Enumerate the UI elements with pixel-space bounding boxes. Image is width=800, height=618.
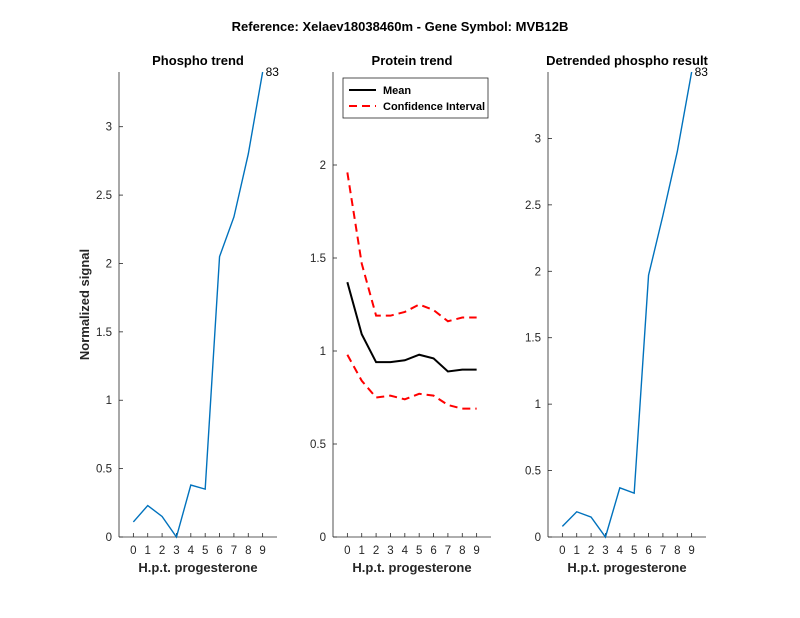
x-tick-label: 0 — [344, 545, 350, 557]
y-tick-label: 0 — [535, 532, 541, 544]
ci-lower-line — [346, 354, 477, 410]
chart-title: Detrended phospho result — [546, 53, 708, 68]
series-line — [132, 71, 264, 539]
mean-line — [346, 281, 477, 373]
x-axis-label: H.p.t. progesterone — [352, 560, 471, 575]
chart-title: Protein trend — [372, 53, 453, 68]
x-tick-label: 6 — [216, 545, 222, 557]
y-tick-label: 1 — [535, 399, 541, 411]
y-tick-label: 2 — [106, 258, 112, 270]
y-tick-label: 1.5 — [96, 327, 112, 339]
x-tick-label: 2 — [373, 545, 379, 557]
point-annotation: 83 — [266, 65, 280, 79]
x-tick-label: 3 — [602, 545, 608, 557]
y-tick-label: 2.5 — [96, 190, 112, 202]
x-tick-label: 8 — [674, 545, 680, 557]
y-tick-label: 1.5 — [310, 253, 326, 265]
x-tick-label: 7 — [445, 545, 451, 557]
legend-label: Confidence Interval — [383, 101, 485, 113]
y-tick-label: 2 — [320, 160, 326, 172]
series-line — [561, 71, 693, 539]
y-tick-label: 2 — [535, 266, 541, 278]
x-tick-label: 1 — [145, 545, 151, 557]
y-tick-label: 2.5 — [525, 200, 541, 212]
x-tick-label: 5 — [416, 545, 422, 557]
x-tick-label: 6 — [645, 545, 651, 557]
x-tick-label: 3 — [387, 545, 393, 557]
x-tick-label: 6 — [430, 545, 436, 557]
x-tick-label: 8 — [245, 545, 251, 557]
x-tick-label: 1 — [574, 545, 580, 557]
x-axis-label: H.p.t. progesterone — [567, 560, 686, 575]
y-tick-label: 1 — [106, 395, 112, 407]
y-tick-label: 0.5 — [96, 464, 112, 476]
legend-label: Mean — [383, 85, 411, 97]
x-tick-label: 8 — [459, 545, 465, 557]
y-tick-label: 1 — [320, 346, 326, 358]
y-tick-label: 0 — [320, 532, 326, 544]
x-tick-label: 4 — [617, 545, 624, 557]
y-axis-label: Normalized signal — [77, 249, 92, 360]
y-tick-label: 3 — [535, 133, 541, 145]
x-tick-label: 4 — [188, 545, 195, 557]
x-tick-label: 9 — [473, 545, 479, 557]
x-tick-label: 3 — [173, 545, 179, 557]
legend-box — [342, 77, 489, 119]
ci-upper-line — [346, 172, 477, 323]
x-tick-label: 2 — [159, 545, 165, 557]
y-tick-label: 3 — [106, 122, 112, 134]
x-tick-label: 9 — [259, 545, 265, 557]
x-tick-label: 0 — [130, 545, 136, 557]
x-tick-label: 1 — [359, 545, 365, 557]
x-tick-label: 7 — [231, 545, 237, 557]
y-tick-label: 0.5 — [525, 466, 541, 478]
x-tick-label: 4 — [402, 545, 409, 557]
x-tick-label: 0 — [559, 545, 565, 557]
x-tick-label: 9 — [688, 545, 694, 557]
figure-title: Reference: Xelaev18038460m - Gene Symbol… — [232, 19, 569, 34]
y-tick-label: 0 — [106, 532, 112, 544]
x-axis-label: H.p.t. progesterone — [138, 560, 257, 575]
x-tick-label: 7 — [660, 545, 666, 557]
chart-title: Phospho trend — [152, 53, 244, 68]
x-tick-label: 5 — [202, 545, 208, 557]
x-tick-label: 5 — [631, 545, 637, 557]
y-tick-label: 0.5 — [310, 439, 326, 451]
y-tick-label: 1.5 — [525, 333, 541, 345]
x-tick-label: 2 — [588, 545, 594, 557]
legend: Mean Confidence Interval — [342, 77, 489, 119]
point-annotation: 83 — [695, 65, 709, 79]
